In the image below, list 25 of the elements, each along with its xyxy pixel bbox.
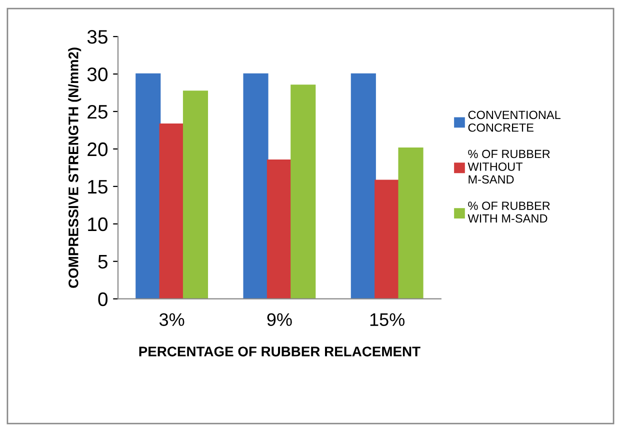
bar — [136, 73, 161, 299]
y-tick-label: 15 — [88, 180, 108, 194]
bar — [374, 180, 400, 299]
legend-label: CONVENTIONAL CONCRETE — [468, 110, 561, 132]
bar — [243, 73, 268, 299]
bar — [398, 148, 424, 299]
bar — [182, 90, 208, 299]
legend-label: % OF RUBBER WITH M-SAND — [468, 202, 550, 223]
y-tick-label: 10 — [88, 217, 108, 232]
y-tick-label: 5 — [98, 255, 108, 269]
y-tick-label: 35 — [87, 30, 108, 44]
y-tick-label: 0 — [98, 292, 108, 306]
legend-label: % OF RUBBER WITHOUT M-SAND — [468, 150, 550, 184]
y-tick-label: 25 — [88, 104, 108, 119]
y-axis-title: COMPRESSIVE STRENGTH (N/mm2) — [68, 48, 82, 288]
y-tick-label: 30 — [87, 67, 108, 82]
bar — [290, 84, 316, 299]
x-axis-title: PERCENTAGE OF RUBBER RELACEMENT — [139, 346, 420, 356]
x-tick-label: 9% — [267, 313, 292, 326]
y-tick-label: 20 — [88, 142, 108, 156]
x-tick-label: 15% — [370, 313, 405, 326]
x-tick-label: 3% — [159, 313, 184, 326]
bar — [159, 124, 184, 299]
bar — [266, 160, 292, 299]
bar — [350, 73, 376, 299]
